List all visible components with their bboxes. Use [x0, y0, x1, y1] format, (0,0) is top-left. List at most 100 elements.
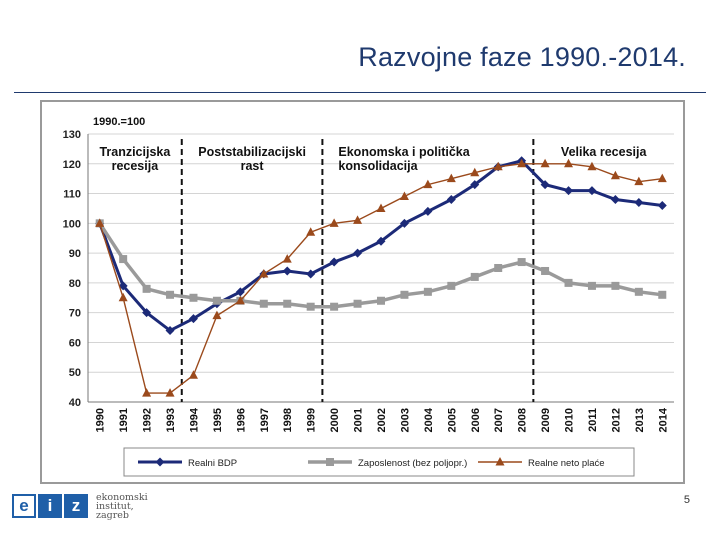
data-point — [540, 180, 550, 190]
logo-text: ekonomski institut, zagreb — [96, 491, 148, 521]
data-point — [399, 218, 409, 228]
data-point — [283, 299, 292, 308]
legend-label: Realne neto plaće — [528, 458, 605, 469]
legend-marker — [155, 457, 165, 467]
data-point — [376, 236, 386, 246]
data-point — [188, 370, 198, 379]
data-point — [259, 268, 269, 278]
x-tick-label: 1992 — [142, 408, 154, 432]
data-point — [587, 281, 596, 290]
y-tick-label: 110 — [63, 189, 81, 201]
x-tick-label: 2004 — [423, 407, 435, 432]
data-point — [189, 293, 198, 302]
data-point — [329, 218, 339, 227]
data-point — [188, 314, 198, 324]
x-tick-label: 2002 — [376, 408, 388, 432]
data-point — [212, 310, 222, 320]
data-point — [634, 176, 644, 186]
phase-label: recesija — [112, 159, 160, 173]
x-tick-label: 1997 — [259, 408, 271, 432]
data-point — [423, 179, 433, 189]
x-tick-label: 2007 — [493, 408, 505, 432]
data-point — [353, 215, 363, 224]
page-number: 5 — [683, 494, 690, 506]
data-point — [423, 206, 433, 216]
data-point — [306, 269, 316, 279]
data-point — [540, 158, 550, 168]
data-point — [564, 186, 574, 196]
phase-label: konsolidacija — [338, 159, 418, 173]
data-point — [353, 248, 363, 258]
data-point — [611, 281, 620, 290]
x-tick-label: 2003 — [399, 408, 411, 432]
legend-box — [123, 447, 635, 477]
data-point — [517, 158, 527, 168]
series-line — [98, 222, 663, 309]
legend-label: Realni BDP — [188, 458, 237, 469]
x-tick-label: 2013 — [634, 408, 646, 432]
data-point — [282, 254, 292, 263]
y-tick-label: 50 — [69, 367, 81, 379]
y-tick-label: 90 — [69, 248, 81, 260]
data-point — [610, 195, 620, 205]
data-point — [235, 287, 245, 297]
data-point — [470, 167, 480, 177]
x-tick-label: 2005 — [446, 408, 458, 432]
eiz-logo: e i z ekonomski institut, zagreb — [12, 490, 148, 522]
data-point — [95, 218, 105, 227]
data-point — [610, 170, 620, 180]
y-tick-label: 100 — [63, 218, 81, 230]
data-point — [166, 290, 175, 299]
title-divider — [14, 92, 706, 93]
phase-label: Velika recesija — [561, 145, 648, 159]
logo-text-line: zagreb — [96, 509, 129, 521]
x-tick-label: 2014 — [657, 407, 669, 432]
data-point — [587, 186, 597, 196]
data-point — [470, 272, 479, 281]
data-point — [330, 302, 339, 311]
data-point — [118, 281, 128, 291]
x-tick-label: 1993 — [165, 408, 177, 432]
data-point — [282, 266, 292, 276]
x-tick-label: 2012 — [610, 408, 622, 432]
x-tick-label: 1996 — [235, 408, 247, 432]
x-tick-label: 2010 — [564, 408, 576, 432]
data-point — [517, 258, 526, 267]
data-point — [564, 278, 573, 287]
x-tick-label: 1999 — [306, 408, 318, 432]
index-label: 1990.=100 — [93, 116, 145, 128]
y-tick-label: 120 — [63, 159, 81, 171]
y-tick-label: 40 — [69, 397, 81, 409]
data-point — [657, 200, 667, 210]
phase-label: Ekonomska i politička — [338, 145, 470, 159]
data-point — [212, 296, 221, 305]
data-point — [564, 158, 574, 168]
data-point — [165, 388, 175, 397]
x-tick-label: 2000 — [329, 408, 341, 432]
data-point — [446, 173, 456, 183]
logo-text-line: ekonomski — [96, 491, 148, 503]
y-tick-label: 130 — [63, 129, 81, 141]
data-point — [353, 299, 362, 308]
legend-marker — [326, 458, 334, 466]
phase-label: rast — [241, 159, 265, 173]
x-tick-label: 2008 — [517, 408, 529, 432]
data-point — [657, 173, 667, 183]
phase-label: Poststabilizacijski — [198, 145, 306, 159]
data-point — [306, 227, 316, 236]
data-point — [446, 195, 456, 205]
data-point — [377, 296, 385, 305]
line-chart: 40 50 60 70 80 90 100 110 120 130 1990.=100 1990 199… — [63, 116, 674, 477]
x-tick-label: 2001 — [353, 408, 365, 432]
data-point — [493, 161, 503, 171]
data-point — [376, 203, 386, 212]
data-point — [118, 292, 128, 302]
data-point — [165, 326, 175, 336]
data-point — [470, 180, 480, 190]
data-point — [423, 287, 432, 296]
slide-title: Razvojne faze 1990.-2014. — [358, 42, 686, 72]
data-point — [142, 284, 151, 293]
x-tick-label: 1991 — [118, 408, 130, 432]
x-tick-label: 2011 — [587, 408, 599, 432]
x-tick-label: 1994 — [188, 407, 200, 432]
